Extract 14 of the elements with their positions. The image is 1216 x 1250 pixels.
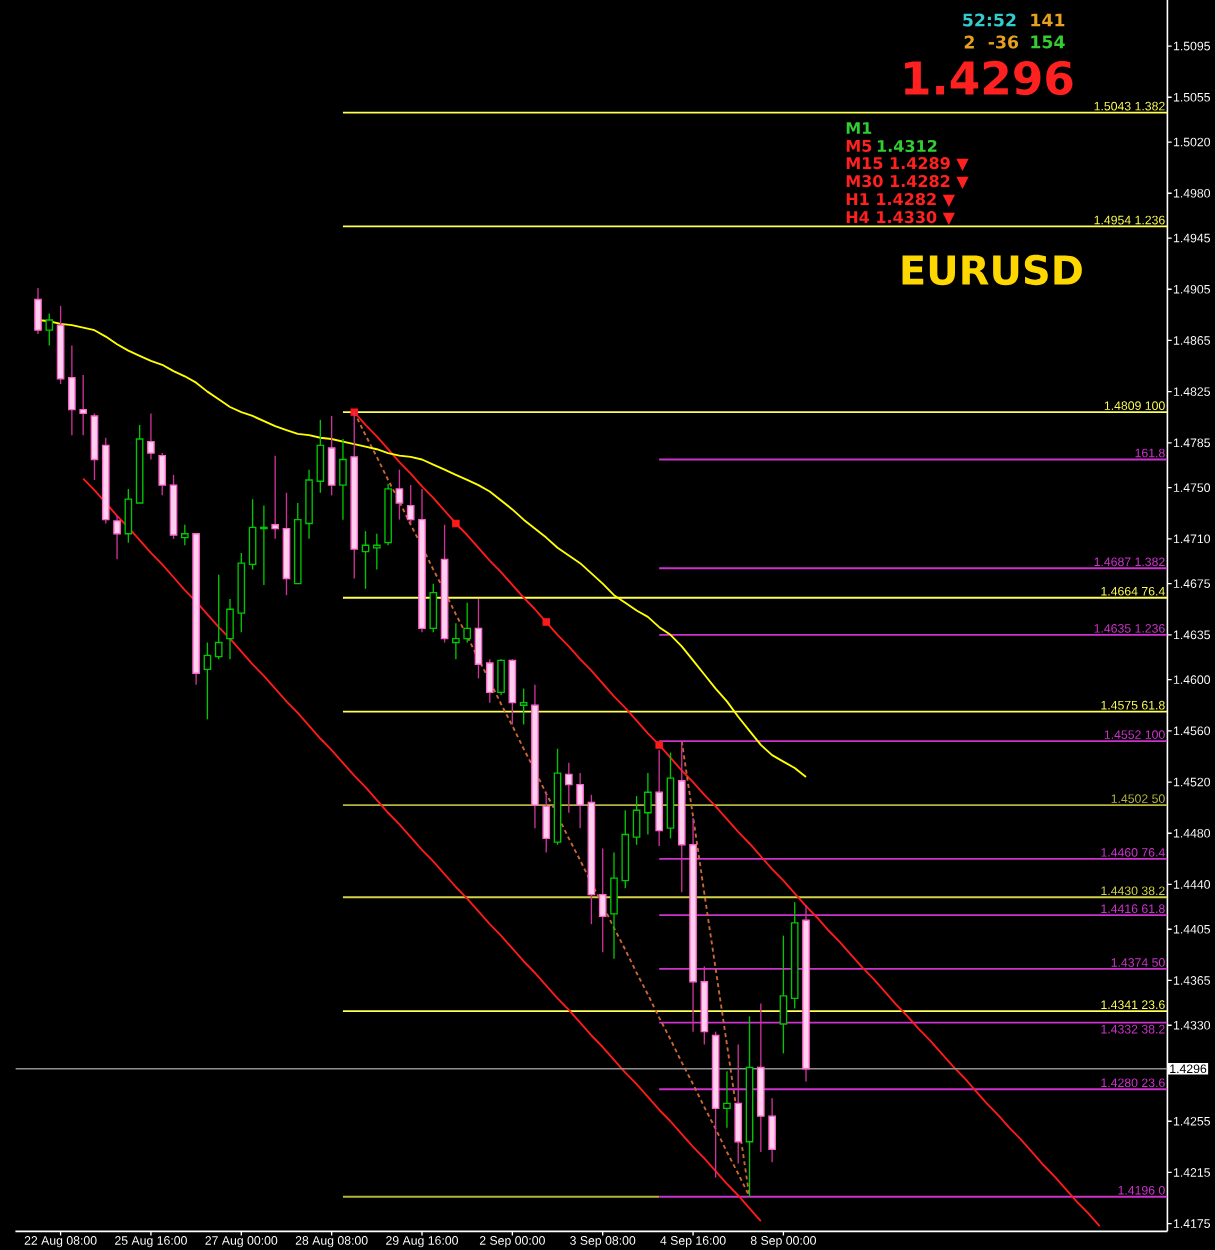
annotation: 1.4312: [878, 139, 937, 153]
annotation: 1.4296: [905, 60, 1073, 96]
annotation: H4 1.4330 ▼: [847, 211, 956, 225]
annotation: M1: [847, 122, 872, 134]
annotation: 2: [965, 35, 975, 49]
annotation: 154: [1031, 35, 1065, 49]
annotation: M30 1.4282 ▼: [847, 175, 969, 189]
annotation: EURUSD: [902, 254, 1083, 286]
annotation: M15 1.4289 ▼: [847, 157, 969, 171]
annotation: H1 1.4282 ▼: [847, 193, 956, 207]
annotation: -36: [988, 35, 1019, 49]
annotation: 141: [1031, 13, 1065, 27]
annotation: 52:52: [963, 13, 1016, 27]
annotation: M5: [847, 140, 872, 152]
